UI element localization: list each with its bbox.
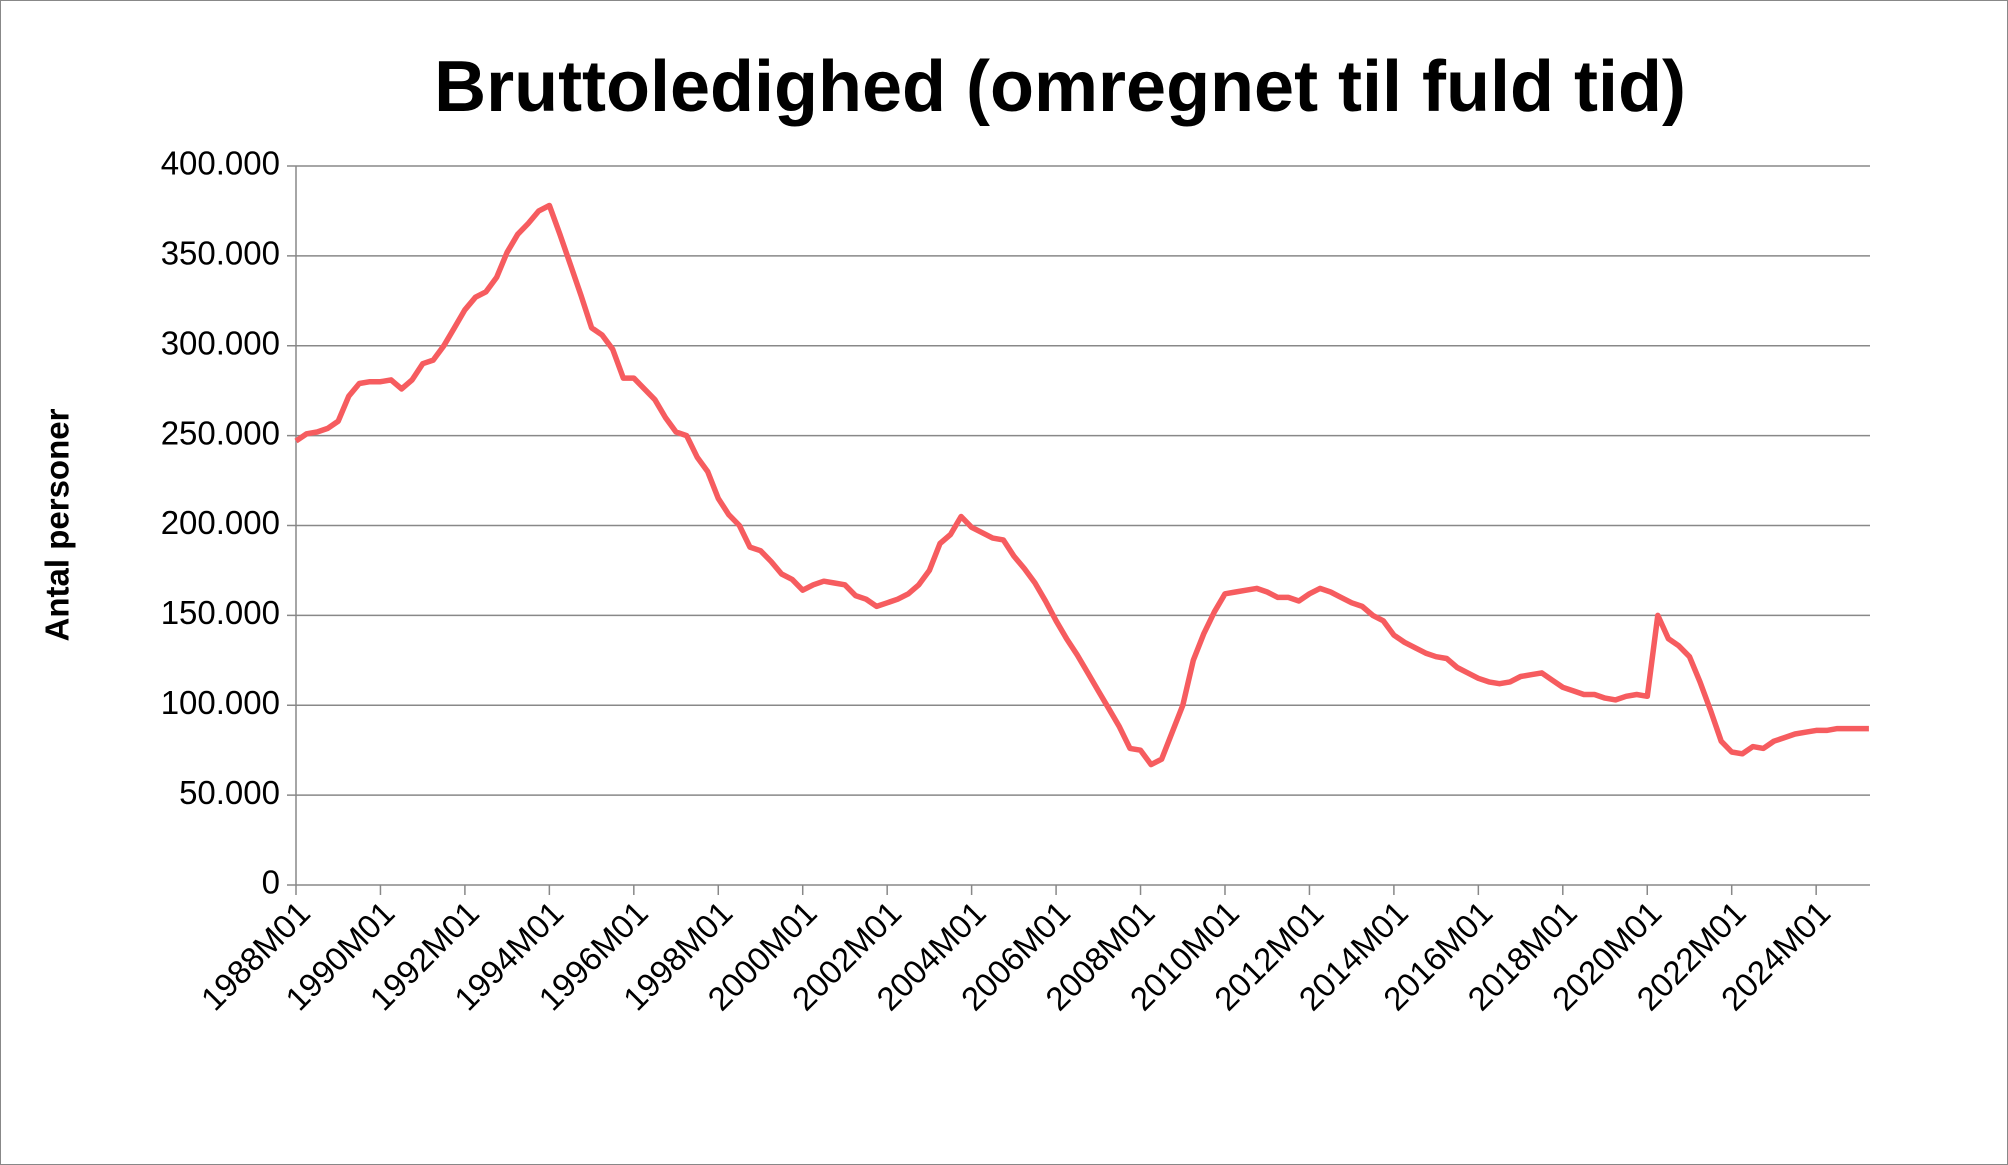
- y-tick-label: 200.000: [161, 504, 280, 541]
- chart-title: Bruttoledighed (omregnet til fuld tid): [434, 47, 1686, 127]
- y-axis-label: Antal personer: [39, 408, 76, 641]
- y-tick-label: 100.000: [161, 684, 280, 721]
- data-line: [294, 202, 1869, 768]
- y-tick-label: 250.000: [161, 414, 280, 451]
- y-tick-label: 350.000: [161, 235, 280, 272]
- y-tick-label: 0: [262, 864, 280, 901]
- y-tick-label: 400.000: [161, 145, 280, 182]
- y-tick-label: 300.000: [161, 324, 280, 361]
- y-tick-label: 50.000: [179, 774, 280, 811]
- y-tick-label: 150.000: [161, 594, 280, 631]
